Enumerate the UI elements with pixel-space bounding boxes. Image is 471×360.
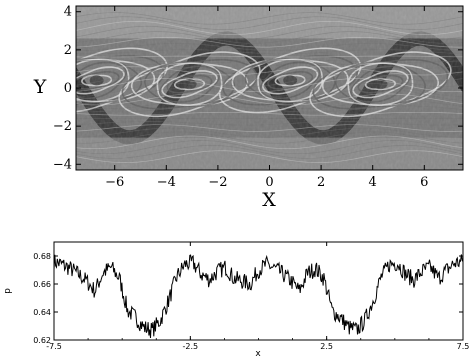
- heatmap-y-tick-label: 4: [64, 5, 72, 20]
- line-axes: -7.5 -2.5 2.5 7.5 0.62 0.64 0.66 0.68: [33, 242, 469, 351]
- line-panel: -7.5 -2.5 2.5 7.5 0.62 0.64 0.66 0.68 x p: [3, 241, 469, 359]
- heatmap-x-tick-label: 0: [265, 175, 273, 190]
- line-frame: [53, 241, 464, 341]
- heatmap-x-tick-label: −4: [157, 175, 176, 190]
- heatmap-x-tick-label: 6: [420, 175, 428, 190]
- heatmap-x-tick-label: −6: [105, 175, 124, 190]
- heatmap-axes: −6 −4 −2 0 2 4 6 −4 −2 0 2 4: [53, 5, 463, 190]
- line-y-tick-label: 0.68: [33, 252, 51, 261]
- heatmap-x-tick-label: −2: [208, 175, 227, 190]
- heatmap-x-tick-label: 2: [317, 175, 325, 190]
- heatmap-y-tick-label: −2: [53, 119, 72, 134]
- line-y-tick-label: 0.62: [33, 336, 51, 345]
- line-x-tick-label: -2.5: [183, 342, 199, 351]
- line-y-tick-label: 0.64: [33, 308, 51, 317]
- heatmap-y-tick-label: 0: [64, 81, 72, 96]
- heatmap-y-axis-title: Y: [33, 76, 47, 98]
- line-x-tick-label: -7.5: [46, 342, 62, 351]
- line-y-tick-label: 0.66: [33, 280, 51, 289]
- heatmap-panel: −6 −4 −2 0 2 4 6 −4 −2 0 2 4 X Y: [33, 5, 464, 211]
- heatmap-y-tick-label: −4: [53, 157, 72, 172]
- line-x-tick-label: 2.5: [320, 342, 333, 351]
- heatmap-y-tick-label: 2: [64, 43, 72, 58]
- heatmap-image: [76, 6, 463, 170]
- line-y-axis-title: p: [3, 288, 13, 294]
- series-line-p: [54, 254, 463, 339]
- heatmap-x-tick-label: 4: [369, 175, 377, 190]
- line-x-axis-title: x: [255, 349, 261, 359]
- line-x-tick-label: 7.5: [457, 342, 470, 351]
- heatmap-x-axis-title: X: [262, 189, 276, 211]
